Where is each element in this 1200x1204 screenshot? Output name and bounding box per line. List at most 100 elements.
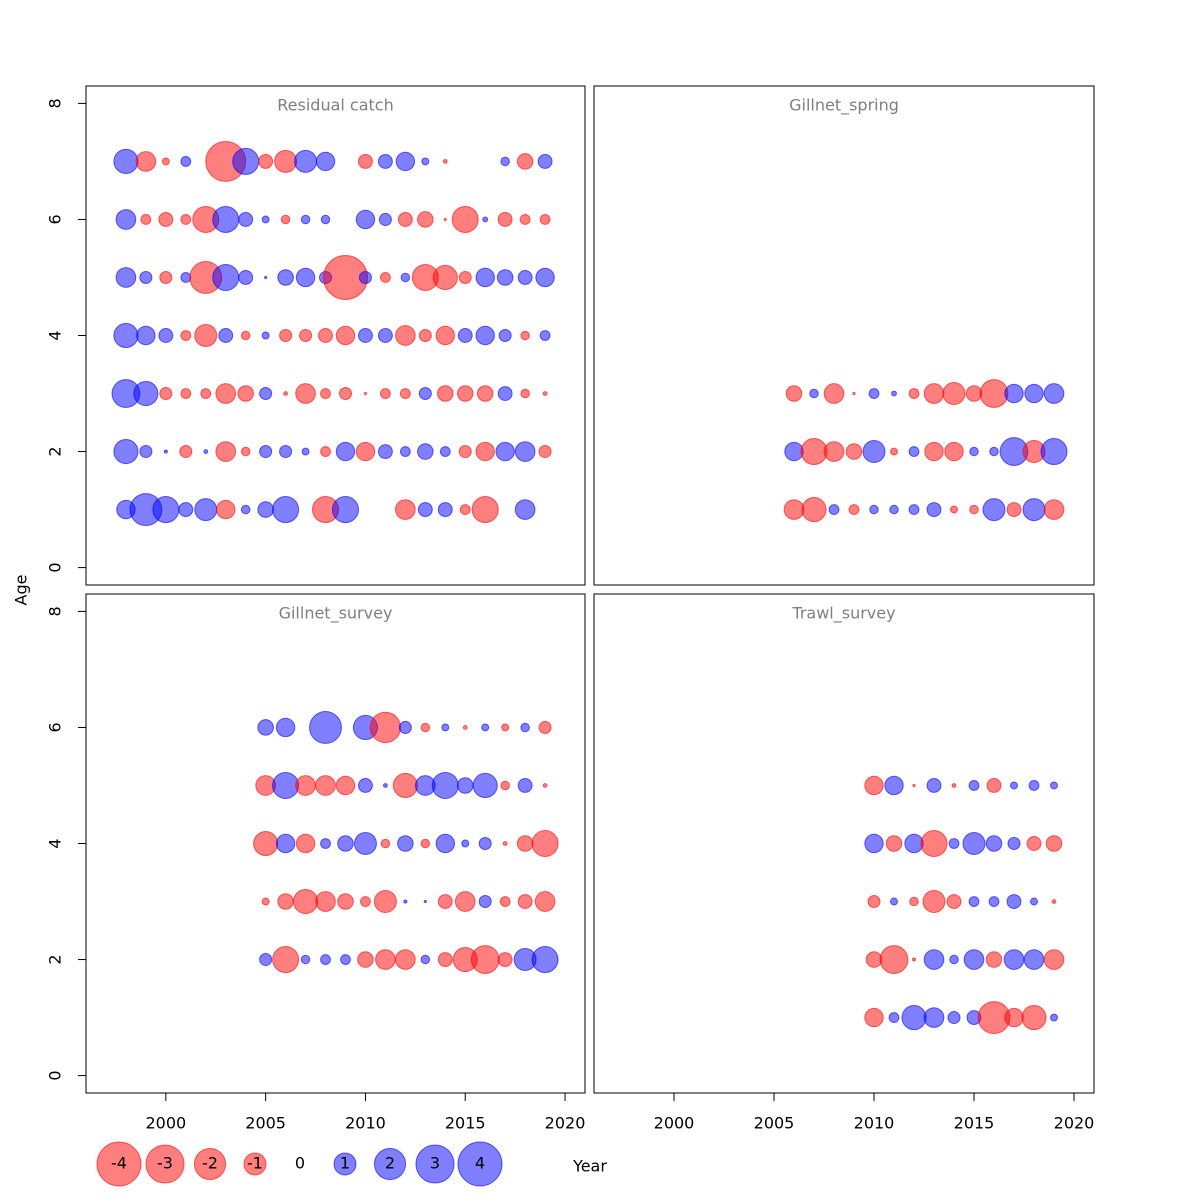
bubble	[539, 214, 551, 225]
bubble	[1022, 498, 1046, 522]
bubble	[417, 211, 434, 228]
bubble	[315, 891, 336, 912]
bubble	[377, 328, 393, 343]
bubble	[218, 328, 234, 343]
bubble	[194, 324, 218, 347]
bubble	[472, 772, 498, 799]
bubble	[979, 379, 1009, 408]
bubble	[320, 838, 331, 849]
bubble	[471, 496, 499, 524]
bubble	[454, 891, 476, 912]
bubble	[969, 446, 979, 457]
bubble	[926, 778, 942, 793]
y-tick-label: 4	[46, 330, 65, 340]
bubble	[257, 501, 274, 518]
bubble	[232, 147, 260, 175]
bubble	[395, 151, 416, 172]
bubble	[315, 151, 336, 172]
bubble	[1003, 949, 1025, 970]
bubble	[862, 440, 886, 464]
bubble	[538, 720, 552, 734]
x-tick-label: 2010	[854, 1114, 895, 1133]
bubble	[890, 897, 898, 906]
legend-label: -1	[247, 1154, 263, 1173]
bubble	[514, 499, 536, 520]
bubble	[848, 504, 860, 515]
bubble	[377, 153, 393, 169]
bubble	[238, 270, 254, 285]
bubble	[397, 211, 413, 227]
bubble	[258, 153, 274, 169]
y-tick-label: 4	[46, 838, 65, 848]
bubble	[437, 952, 453, 968]
bubble	[437, 385, 454, 402]
bubble	[1010, 781, 1018, 790]
bubble	[1050, 781, 1058, 790]
bubble	[969, 504, 979, 515]
bubble	[497, 211, 513, 227]
bubble	[499, 896, 511, 907]
bubble	[516, 153, 534, 170]
bubble	[951, 783, 957, 788]
legend-label: 1	[340, 1154, 350, 1173]
bubble	[482, 216, 489, 223]
legend-bubble	[243, 1152, 267, 1176]
bubble	[395, 949, 416, 970]
bubble	[476, 385, 494, 402]
y-tick-label: 2	[46, 446, 65, 456]
y-tick-label: 2	[46, 954, 65, 964]
bubble	[215, 383, 237, 404]
panel-title: Gillnet_survey	[279, 604, 393, 624]
bubble	[320, 388, 331, 399]
bubble	[355, 209, 376, 230]
bubble	[194, 498, 218, 522]
legend-label: -4	[111, 1154, 127, 1173]
bubble	[300, 214, 311, 225]
bubble	[879, 945, 909, 974]
bubble	[1006, 894, 1022, 909]
bubble	[215, 441, 237, 462]
bubble	[115, 267, 137, 288]
bubble	[868, 388, 880, 399]
bubble	[500, 780, 510, 791]
bubble	[968, 780, 980, 791]
bubble	[159, 386, 173, 401]
bubble	[380, 838, 391, 849]
bubble	[1030, 897, 1038, 906]
legend-bubble	[415, 1144, 455, 1184]
bubble	[299, 328, 313, 343]
bubble	[353, 832, 377, 855]
x-tick-label: 2015	[954, 1114, 995, 1133]
bubble	[968, 896, 980, 907]
bubble	[397, 835, 414, 852]
bubble	[135, 151, 157, 172]
bubble	[865, 951, 883, 968]
x-tick-label: 2015	[445, 1114, 486, 1133]
bubble	[502, 841, 508, 846]
legend-label: 3	[430, 1154, 440, 1173]
bubble	[1026, 836, 1042, 851]
bubble	[420, 954, 431, 965]
bubble	[1028, 780, 1040, 791]
bubble	[519, 214, 531, 225]
bubble	[520, 330, 530, 341]
bubble	[456, 777, 474, 794]
bubble	[320, 214, 331, 225]
bubble	[275, 717, 296, 738]
bubble	[1024, 383, 1044, 404]
bubble	[395, 325, 416, 346]
bubble	[320, 954, 331, 965]
bubble	[272, 946, 300, 974]
bubble	[420, 722, 431, 733]
bubble	[392, 772, 418, 799]
bubble	[377, 444, 393, 460]
bubble	[457, 328, 473, 343]
bubble	[531, 829, 559, 858]
bubble	[261, 897, 270, 906]
bubble	[261, 331, 270, 340]
bubble	[845, 443, 863, 460]
bubble	[923, 949, 945, 970]
bubble	[417, 443, 434, 460]
bubble	[942, 382, 966, 406]
